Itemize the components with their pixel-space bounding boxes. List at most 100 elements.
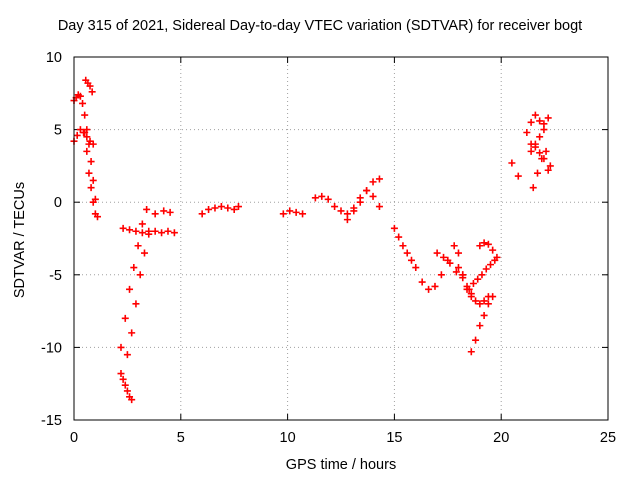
x-tick-label: 10 <box>280 430 296 446</box>
data-point <box>81 111 89 119</box>
data-point <box>73 131 81 139</box>
data-point <box>166 208 174 216</box>
data-point <box>292 208 300 216</box>
y-tick-label: 0 <box>54 195 62 211</box>
data-point <box>476 322 484 330</box>
data-point <box>230 205 238 213</box>
ticks: 0 5 10 15 20 25 -15 -10 -5 0 5 10 <box>41 50 616 446</box>
data-point <box>85 169 93 177</box>
x-axis-label: GPS time / hours <box>285 457 397 473</box>
data-point <box>534 169 542 177</box>
data-point <box>331 203 339 211</box>
data-point <box>418 278 426 286</box>
data-point <box>128 396 136 404</box>
data-point <box>198 210 206 218</box>
data-point <box>425 285 433 293</box>
data-point <box>544 114 552 122</box>
data-point <box>529 184 537 192</box>
x-tick-label: 5 <box>177 430 185 446</box>
data-point <box>89 140 97 148</box>
data-point <box>117 343 125 351</box>
data-point <box>138 229 146 237</box>
data-point <box>431 282 439 290</box>
data-point <box>311 194 319 202</box>
y-tick-label: -15 <box>41 413 62 429</box>
data-point <box>86 82 94 90</box>
data-point <box>160 207 168 215</box>
data-point <box>126 285 134 293</box>
grid <box>74 57 608 420</box>
data-point <box>540 126 548 134</box>
data-point <box>89 176 97 184</box>
data-point <box>527 118 535 126</box>
data-point <box>369 192 377 200</box>
data-point <box>484 240 492 248</box>
data-point <box>164 227 172 235</box>
data-point <box>132 227 140 235</box>
data-point <box>476 242 484 250</box>
data-point <box>151 210 159 218</box>
data-point <box>132 300 140 308</box>
data-point <box>375 203 383 211</box>
data-point <box>121 381 129 389</box>
data-point <box>158 229 166 237</box>
data-point <box>544 166 552 174</box>
data-point <box>523 129 531 137</box>
data-point <box>480 297 488 305</box>
data-point <box>234 203 242 211</box>
y-axis-label: SDTVAR / TECUs <box>12 181 28 299</box>
data-point <box>480 311 488 319</box>
data-point <box>318 192 326 200</box>
data-point <box>279 210 287 218</box>
data-point <box>343 216 351 224</box>
data-point <box>126 226 134 234</box>
data-point <box>91 210 99 218</box>
data-point <box>459 271 467 279</box>
data-point <box>527 147 535 155</box>
x-tick-label: 0 <box>70 430 78 446</box>
data-point <box>527 140 535 148</box>
data-point <box>542 147 550 155</box>
data-point <box>395 233 403 241</box>
data-point <box>489 246 497 254</box>
data-point <box>140 249 148 257</box>
data-point <box>484 300 492 308</box>
chart-title: Day 315 of 2021, Sidereal Day-to-day VTE… <box>57 18 583 34</box>
data-point <box>508 159 516 167</box>
data-point <box>469 280 477 288</box>
data-point <box>482 265 490 273</box>
data-point <box>337 207 345 215</box>
data-point <box>117 370 125 378</box>
data-point <box>472 336 480 344</box>
data-point <box>136 271 144 279</box>
data-point <box>224 204 232 212</box>
data-point <box>476 300 484 308</box>
x-tick-label: 15 <box>386 430 402 446</box>
data-point <box>217 203 225 211</box>
data-point <box>474 275 482 283</box>
data-point <box>87 184 95 192</box>
data-point <box>478 271 486 279</box>
data-point <box>407 256 415 264</box>
data-point <box>390 224 398 232</box>
data-point <box>89 198 97 206</box>
data-point <box>440 253 448 261</box>
data-point <box>531 143 539 151</box>
data-point <box>145 230 153 238</box>
data-point <box>467 348 475 356</box>
data-point <box>151 227 159 235</box>
x-tick-label: 25 <box>600 430 616 446</box>
data-point <box>540 155 548 163</box>
data-point <box>472 297 480 305</box>
data-point <box>467 290 475 298</box>
y-tick-label: 5 <box>54 123 62 139</box>
data-point <box>299 210 307 218</box>
data-point <box>205 205 213 213</box>
data-point <box>487 261 495 269</box>
y-tick-label: -5 <box>49 268 62 284</box>
data-point <box>399 242 407 250</box>
data-point <box>123 351 131 359</box>
data-point <box>403 249 411 257</box>
data-point <box>454 264 462 272</box>
plot-border <box>73 56 609 421</box>
